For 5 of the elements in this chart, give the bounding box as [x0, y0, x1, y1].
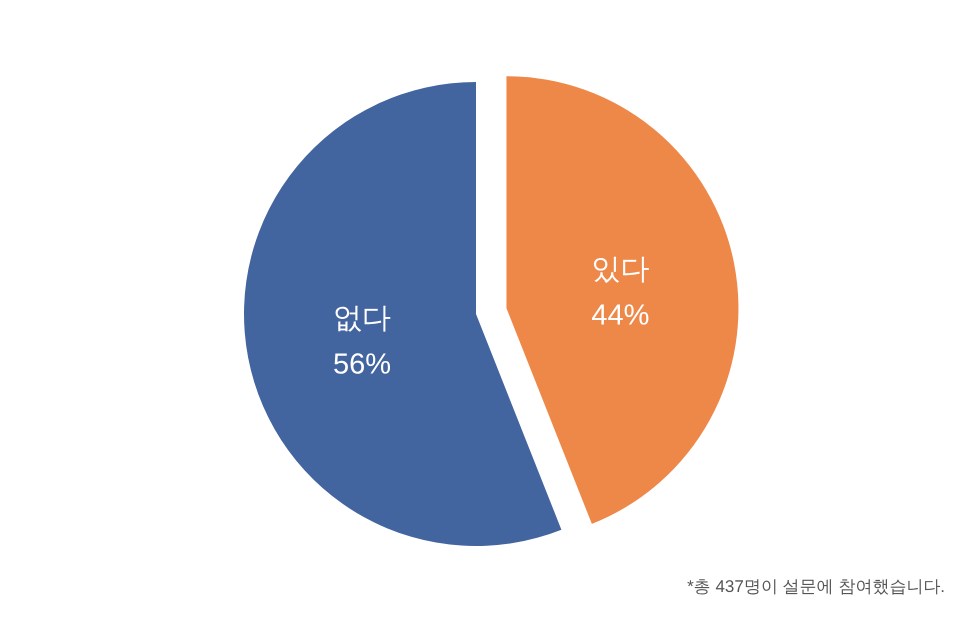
text: *총 437명이 설문에 참여했습니다.	[687, 577, 945, 596]
data-label: 44%	[591, 299, 650, 332]
slice-label: 있다	[591, 253, 650, 286]
data-label: 56%	[333, 348, 392, 381]
slice-label: 없다	[333, 302, 392, 335]
